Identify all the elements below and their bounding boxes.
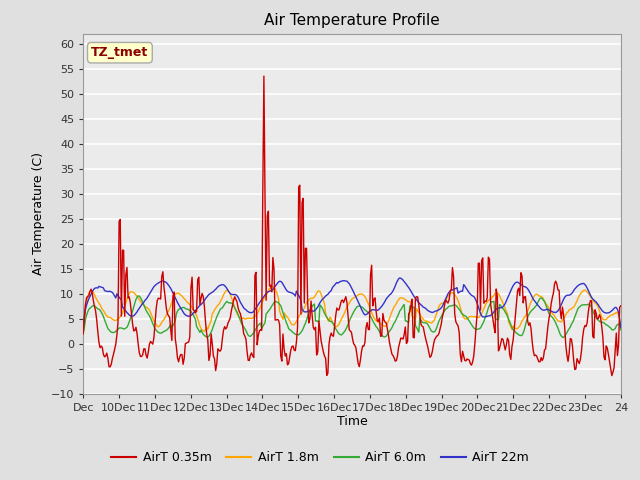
Legend: AirT 0.35m, AirT 1.8m, AirT 6.0m, AirT 22m: AirT 0.35m, AirT 1.8m, AirT 6.0m, AirT 2… — [106, 446, 534, 469]
Text: TZ_tmet: TZ_tmet — [92, 46, 148, 59]
Y-axis label: Air Temperature (C): Air Temperature (C) — [32, 152, 45, 275]
Title: Air Temperature Profile: Air Temperature Profile — [264, 13, 440, 28]
X-axis label: Time: Time — [337, 415, 367, 429]
